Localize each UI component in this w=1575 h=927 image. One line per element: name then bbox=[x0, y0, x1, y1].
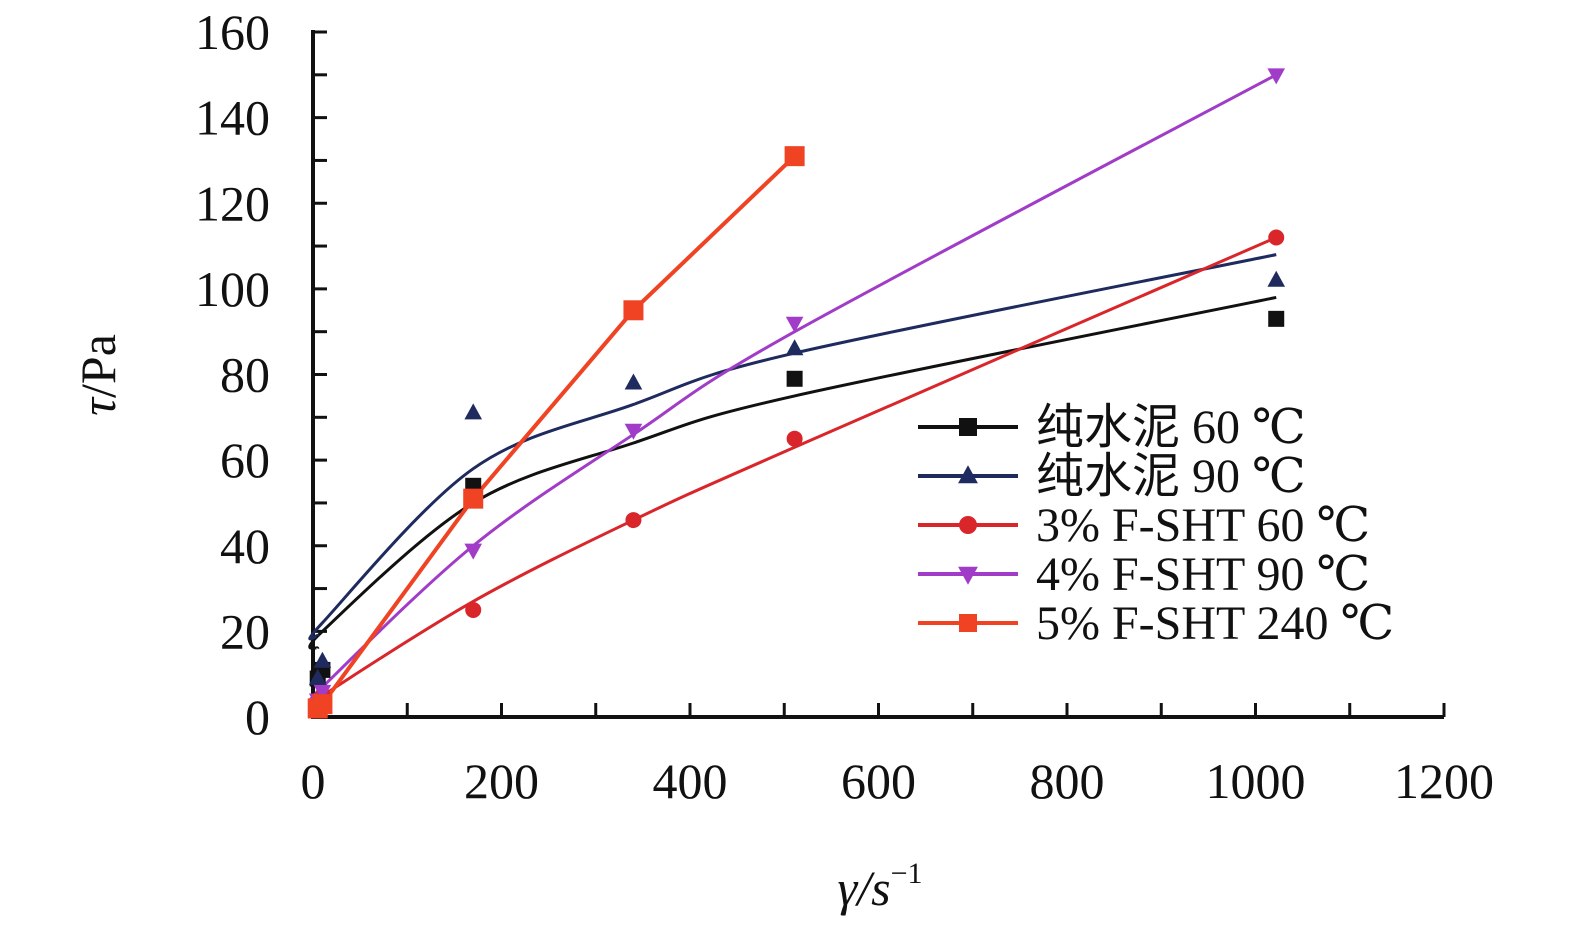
data-point bbox=[463, 488, 484, 509]
data-point bbox=[313, 651, 332, 668]
data-point bbox=[312, 694, 333, 715]
data-point bbox=[1267, 68, 1286, 85]
legend-marker bbox=[959, 614, 977, 632]
y-tick-label: 40 bbox=[220, 518, 270, 574]
y-tick-label: 60 bbox=[220, 432, 270, 488]
legend-entry: 纯水泥 90 ℃ bbox=[918, 450, 1306, 503]
legend-marker bbox=[959, 418, 977, 436]
data-point bbox=[1268, 229, 1285, 246]
y-axis-label: τ/Pa bbox=[70, 334, 126, 416]
y-tick-label: 160 bbox=[195, 4, 270, 60]
data-point bbox=[785, 316, 804, 333]
legend-marker bbox=[958, 465, 978, 484]
x-tick-label: 0 bbox=[301, 753, 326, 809]
data-point bbox=[1268, 310, 1285, 327]
legend-entry: 5% F-SHT 240 ℃ bbox=[918, 597, 1394, 650]
legend-label: 3% F-SHT 60 ℃ bbox=[1036, 499, 1370, 552]
legend-label: 4% F-SHT 90 ℃ bbox=[1036, 548, 1370, 601]
legend-label: 纯水泥 60 ℃ bbox=[1036, 401, 1306, 454]
data-point bbox=[308, 668, 327, 685]
data-point bbox=[465, 601, 482, 618]
data-point bbox=[623, 300, 644, 321]
y-tick-label: 80 bbox=[220, 347, 270, 403]
y-tick-label: 120 bbox=[195, 175, 270, 231]
data-point bbox=[786, 370, 803, 387]
data-point bbox=[784, 146, 805, 167]
x-tick-label: 1200 bbox=[1394, 753, 1494, 809]
legend-marker bbox=[958, 566, 978, 585]
series-fit-curve-0 bbox=[308, 295, 1277, 650]
y-tick-label: 20 bbox=[220, 603, 270, 659]
x-tick-label: 1000 bbox=[1206, 753, 1306, 809]
x-tick-label: 600 bbox=[841, 753, 916, 809]
data-point bbox=[785, 339, 804, 356]
x-tick-label: 200 bbox=[464, 753, 539, 809]
legend-entry: 4% F-SHT 90 ℃ bbox=[918, 548, 1370, 601]
legend-label: 纯水泥 90 ℃ bbox=[1036, 450, 1306, 503]
data-point bbox=[464, 403, 483, 420]
data-markers bbox=[307, 68, 1286, 719]
data-point bbox=[464, 543, 483, 560]
y-tick-label: 140 bbox=[195, 90, 270, 146]
x-tick-label: 800 bbox=[1030, 753, 1105, 809]
x-tick-label: 400 bbox=[653, 753, 728, 809]
y-tick-label: 0 bbox=[245, 689, 270, 745]
legend-entry: 3% F-SHT 60 ℃ bbox=[918, 499, 1370, 552]
series-line-4 bbox=[316, 154, 796, 710]
y-tick-label: 100 bbox=[195, 261, 270, 317]
legend-marker bbox=[959, 516, 977, 534]
data-point bbox=[624, 373, 643, 390]
series-fit-curve-1 bbox=[308, 253, 1277, 641]
axes: 0 200 400 600 800 1000 1200 0 20 40 60 80 100 120 140 1… bbox=[195, 4, 1494, 809]
legend-entry: 纯水泥 60 ℃ bbox=[918, 401, 1306, 454]
data-point bbox=[624, 423, 643, 440]
x-axis-label: γ/s−1 bbox=[838, 857, 923, 916]
data-point bbox=[313, 684, 332, 701]
data-point bbox=[786, 430, 803, 447]
data-point bbox=[625, 512, 642, 529]
data-point bbox=[1267, 270, 1286, 287]
legend-label: 5% F-SHT 240 ℃ bbox=[1036, 597, 1394, 650]
